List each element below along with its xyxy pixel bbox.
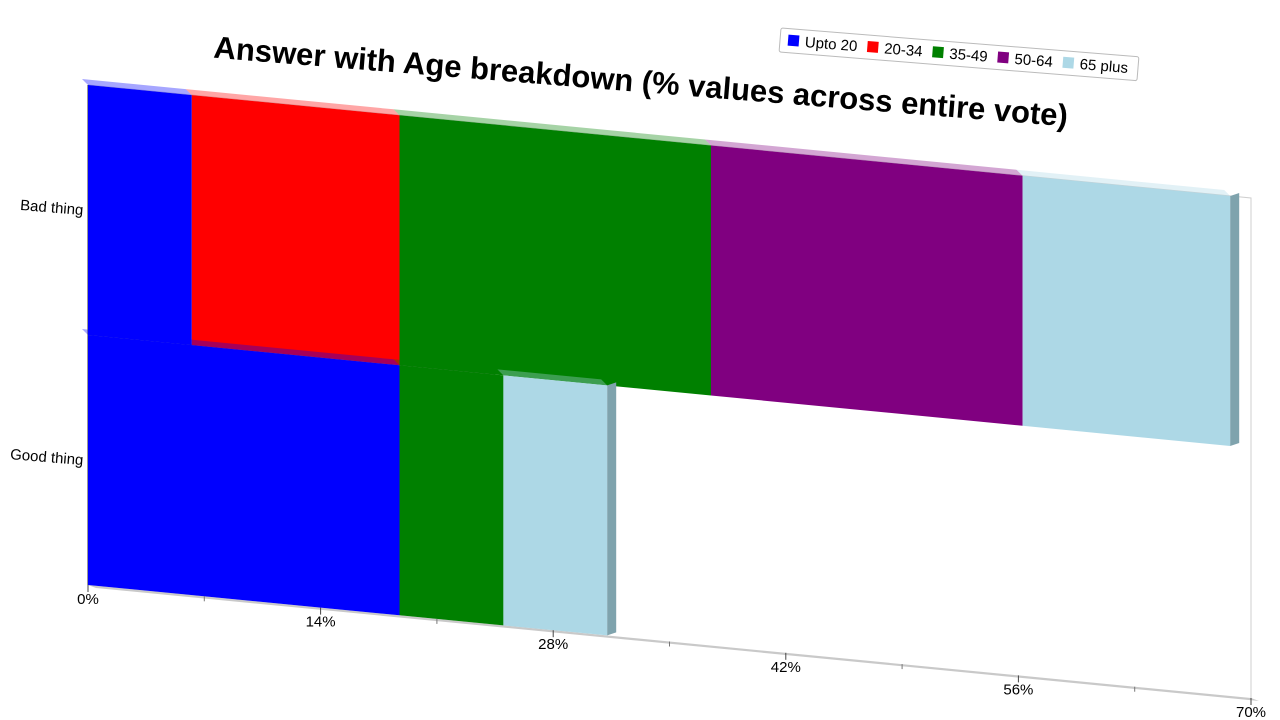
x-tick-label: 42% [771,659,801,676]
x-tick-label: 70% [1236,704,1266,720]
bar-bad-thing-20-34 [191,95,400,366]
x-tick-label: 0% [77,591,99,608]
bar-top-bad-thing-20-34 [185,89,400,116]
legend-label-upto-20: Upto 20 [804,34,858,55]
bar-end-cap-good-thing [607,382,617,636]
plot-border [87,84,1252,698]
bar-good-thing-65-plus [503,375,608,636]
bar-end-cap-bad-thing [1230,193,1240,446]
legend-swatch-65-plus [1062,56,1075,69]
bar-top-bad-thing-upto-20 [82,79,192,96]
legend-label-20-34: 20-34 [884,40,924,60]
bar-good-thing-35-49 [399,365,504,626]
bar-bad-thing-50-64 [711,145,1023,426]
legend-swatch-35-49 [932,46,944,59]
legend-label-35-49: 35-49 [949,46,989,66]
bar-top-bad-thing-50-64 [705,139,1023,176]
category-labels: Bad thing Good thing [10,197,85,469]
bar-good-thing-upto-20 [88,335,400,616]
category-label-good-thing: Good thing [10,446,85,469]
bar-top-good-thing-35-49 [393,359,504,376]
bar-top-bad-thing-35-49 [393,109,711,146]
bar-top-good-thing-65-plus [497,369,608,386]
category-label-bad-thing: Bad thing [19,197,84,219]
x-tick-label: 56% [1003,681,1033,698]
bars [82,79,1240,636]
legend: Upto 20 20-34 35-49 50-64 65 plus [778,27,1140,82]
bar-bad-thing-upto-20 [88,85,192,346]
legend-swatch-upto-20 [787,34,800,47]
axis-floor [88,585,1259,701]
bar-top-good-thing-upto-20 [82,329,400,366]
legend-label-50-64: 50-64 [1014,51,1054,71]
legend-label-65-plus: 65 plus [1079,56,1129,77]
legend-swatch-50-64 [997,51,1010,64]
bar-top-bad-thing-65-plus [1016,169,1231,196]
x-axis: 0% 14% 28% 42% 56% 70% [77,585,1266,720]
x-tick-label: 28% [538,636,568,653]
legend-swatch-20-34 [866,41,879,53]
bar-bad-thing-65-plus [1022,175,1231,447]
x-tick-label: 14% [306,614,336,631]
bar-bad-thing-35-49 [399,115,711,396]
